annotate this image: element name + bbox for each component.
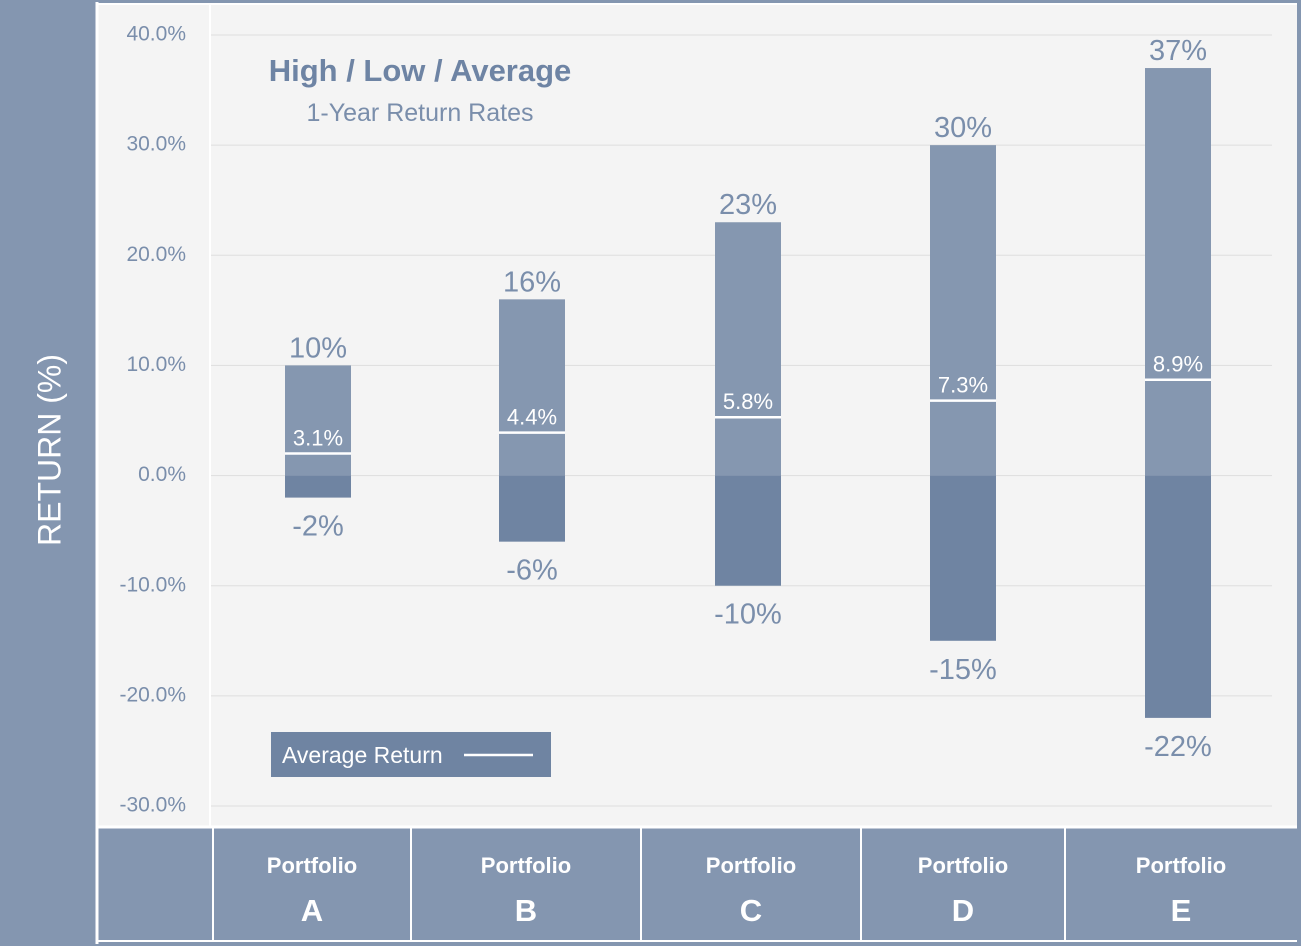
bar-low-e <box>1145 475 1211 718</box>
category-label: B <box>515 893 537 928</box>
category-prefix: Portfolio <box>1136 853 1226 878</box>
category-prefix: Portfolio <box>481 853 571 878</box>
average-label-b: 4.4% <box>507 405 557 430</box>
average-label-d: 7.3% <box>938 373 988 398</box>
high-label-d: 30% <box>934 112 992 144</box>
chart-subtitle: 1-Year Return Rates <box>307 99 534 127</box>
category-prefix: Portfolio <box>267 853 357 878</box>
average-label-c: 5.8% <box>723 389 773 414</box>
low-label-d: -15% <box>929 654 997 686</box>
category-panel <box>97 826 1297 942</box>
y-tick-label: 40.0% <box>126 23 186 46</box>
bar-high-b <box>499 299 565 476</box>
chart-title: High / Low / Average <box>269 53 572 88</box>
low-label-c: -10% <box>714 599 782 631</box>
y-tick-label: -20.0% <box>119 683 186 706</box>
high-label-c: 23% <box>719 189 777 221</box>
high-label-b: 16% <box>503 266 561 298</box>
average-label-a: 3.1% <box>293 426 343 451</box>
legend-label: Average Return <box>282 742 443 768</box>
category-label: C <box>740 893 762 928</box>
low-label-a: -2% <box>292 511 344 543</box>
y-tick-label: 10.0% <box>126 353 186 376</box>
category-cells: Portfolio A Portfolio B Portfolio C Portfolio D… <box>212 828 1226 941</box>
category-label: E <box>1171 893 1192 928</box>
bar-low-b <box>499 475 565 542</box>
bar-low-a <box>285 475 351 498</box>
high-label-e: 37% <box>1149 35 1207 67</box>
category-label: D <box>952 893 974 928</box>
y-tick-label: 20.0% <box>126 243 186 266</box>
legend: Average Return <box>271 732 551 777</box>
low-label-b: -6% <box>506 555 558 587</box>
plot-area <box>97 3 1297 826</box>
y-tick-label: -30.0% <box>119 794 186 817</box>
average-label-e: 8.9% <box>1153 352 1203 377</box>
bar-low-c <box>715 475 781 586</box>
y-axis-label: RETURN (%) <box>31 354 67 546</box>
y-tick-label: -10.0% <box>119 573 186 596</box>
y-tick-label: 30.0% <box>126 133 186 156</box>
bar-low-d <box>930 475 996 641</box>
bar-high-e <box>1145 68 1211 476</box>
y-tick-labels: 40.0% 30.0% 20.0% 10.0% 0.0% -10.0% -20.0% -30.… <box>119 23 186 817</box>
y-axis-panel <box>2 2 96 944</box>
bar-high-d <box>930 145 996 476</box>
category-prefix: Portfolio <box>706 853 796 878</box>
category-label: A <box>301 893 323 928</box>
bar-high-a <box>285 365 351 476</box>
bar-high-c <box>715 222 781 476</box>
low-label-e: -22% <box>1144 731 1212 763</box>
high-label-a: 10% <box>289 332 347 364</box>
y-tick-label: 0.0% <box>138 463 186 486</box>
category-prefix: Portfolio <box>918 853 1008 878</box>
bars: 10% -2% 3.1% 16% -6% 4.4% 23% -10% 5.8% 30% -15% 7.… <box>285 35 1212 763</box>
